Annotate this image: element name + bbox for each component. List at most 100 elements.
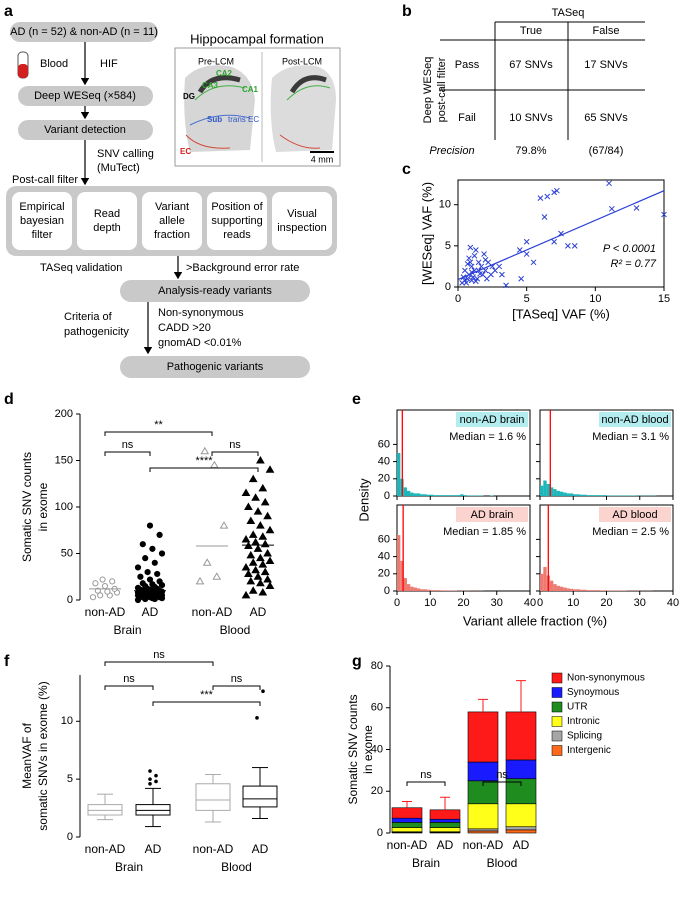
point bbox=[248, 530, 258, 538]
filter-text: Position of bbox=[211, 201, 263, 213]
bar bbox=[556, 585, 560, 591]
bar bbox=[540, 573, 544, 591]
bar bbox=[406, 490, 411, 496]
x-axis-label: Variant allele fraction (%) bbox=[463, 613, 607, 628]
table-cell: (67/84) bbox=[589, 145, 624, 157]
x-axis-label: [TASeq] VAF (%) bbox=[512, 306, 610, 321]
point bbox=[89, 594, 97, 601]
point bbox=[263, 549, 272, 557]
region-label: CA1 bbox=[242, 85, 259, 94]
error-bar bbox=[440, 796, 450, 810]
bar bbox=[433, 590, 437, 591]
box bbox=[87, 804, 123, 816]
flow-box bbox=[120, 280, 310, 302]
flow-text: Variant detection bbox=[44, 124, 126, 136]
point bbox=[256, 456, 265, 464]
bar bbox=[596, 495, 600, 496]
x-tick-label: non-AD bbox=[387, 838, 428, 852]
point bbox=[104, 588, 111, 595]
y-tick-label: 5 bbox=[445, 240, 451, 252]
outlier bbox=[148, 769, 152, 773]
x-tick-label: 20 bbox=[600, 597, 612, 609]
x-tick-label: 5 bbox=[524, 293, 530, 305]
outlier bbox=[154, 773, 158, 778]
point bbox=[541, 214, 548, 220]
bar bbox=[420, 494, 424, 496]
box bbox=[135, 804, 171, 816]
point bbox=[518, 275, 525, 282]
bar bbox=[436, 495, 441, 496]
x-tick-label: 40 bbox=[524, 597, 536, 609]
box bbox=[242, 785, 278, 808]
bar bbox=[583, 589, 587, 591]
x-tick-label: 0 bbox=[455, 293, 461, 305]
point bbox=[256, 553, 265, 562]
table-row-name: Fail bbox=[458, 112, 476, 124]
point bbox=[134, 564, 142, 571]
significance-label: ns bbox=[231, 673, 243, 685]
point bbox=[212, 572, 222, 580]
legend-label: Intergenic bbox=[567, 745, 611, 756]
bar bbox=[603, 495, 607, 496]
image-label: Pre-LCM bbox=[198, 56, 234, 66]
significance-label: ns bbox=[496, 769, 508, 781]
bar bbox=[410, 586, 414, 591]
point bbox=[146, 522, 154, 529]
point bbox=[260, 539, 270, 548]
filters bbox=[12, 192, 332, 250]
filter-text: Read bbox=[94, 208, 120, 220]
legend-label: Splicing bbox=[567, 731, 602, 742]
bar bbox=[543, 480, 547, 496]
point bbox=[253, 544, 263, 552]
point bbox=[523, 238, 530, 245]
x-tick-label: non-AD bbox=[192, 605, 233, 619]
significance-label: ns bbox=[420, 769, 432, 781]
significance-bracket bbox=[104, 451, 151, 456]
point bbox=[151, 559, 158, 566]
bar bbox=[599, 590, 604, 591]
bar bbox=[566, 493, 570, 496]
y-tick-label: 20 bbox=[378, 473, 390, 485]
y-tick-label: 20 bbox=[371, 785, 383, 797]
x-tick-label: non-AD bbox=[85, 842, 126, 856]
y-axis-label: in exome bbox=[36, 482, 50, 531]
x-tick-label: AD bbox=[145, 842, 162, 856]
bar bbox=[406, 584, 411, 591]
annotation: P < 0.0001 bbox=[603, 243, 656, 255]
significance-label: *** bbox=[200, 689, 214, 701]
x-tick-label: 15 bbox=[658, 293, 670, 305]
bar bbox=[549, 487, 554, 496]
panel-label: d bbox=[4, 391, 14, 408]
point bbox=[256, 578, 265, 587]
bar bbox=[576, 494, 580, 496]
x-tick-label: AD bbox=[142, 605, 159, 619]
legend-label: UTR bbox=[567, 702, 588, 713]
point bbox=[475, 259, 482, 266]
flow-text: (MuTect) bbox=[97, 162, 140, 174]
y-tick-label: 40 bbox=[378, 456, 390, 468]
region-label: Sub bbox=[207, 115, 222, 124]
y-tick-label: 0 bbox=[377, 827, 383, 839]
group-label: Blood bbox=[487, 856, 518, 870]
flow-text: gnomAD <0.01% bbox=[158, 337, 242, 349]
significance-bracket bbox=[152, 701, 261, 706]
annotation: R² = 0.77 bbox=[610, 258, 656, 270]
legend-swatch bbox=[551, 730, 563, 742]
y-tick-label: 40 bbox=[371, 743, 383, 755]
bar bbox=[463, 495, 467, 496]
blood-tube bbox=[17, 51, 29, 79]
point bbox=[471, 252, 478, 259]
legend-swatch bbox=[551, 716, 563, 727]
bar bbox=[583, 494, 587, 496]
outlier bbox=[148, 781, 152, 786]
scale-label: 4 mm bbox=[311, 154, 334, 164]
point bbox=[558, 230, 564, 237]
strip-label: non-AD blood bbox=[601, 414, 668, 426]
point bbox=[244, 569, 253, 577]
point bbox=[137, 573, 144, 580]
bar-segment bbox=[505, 829, 537, 834]
flow-text: SNV calling bbox=[97, 148, 154, 160]
table-header: True bbox=[520, 25, 542, 37]
flow-text: TASeq validation bbox=[40, 262, 122, 274]
flow-box bbox=[120, 356, 310, 378]
